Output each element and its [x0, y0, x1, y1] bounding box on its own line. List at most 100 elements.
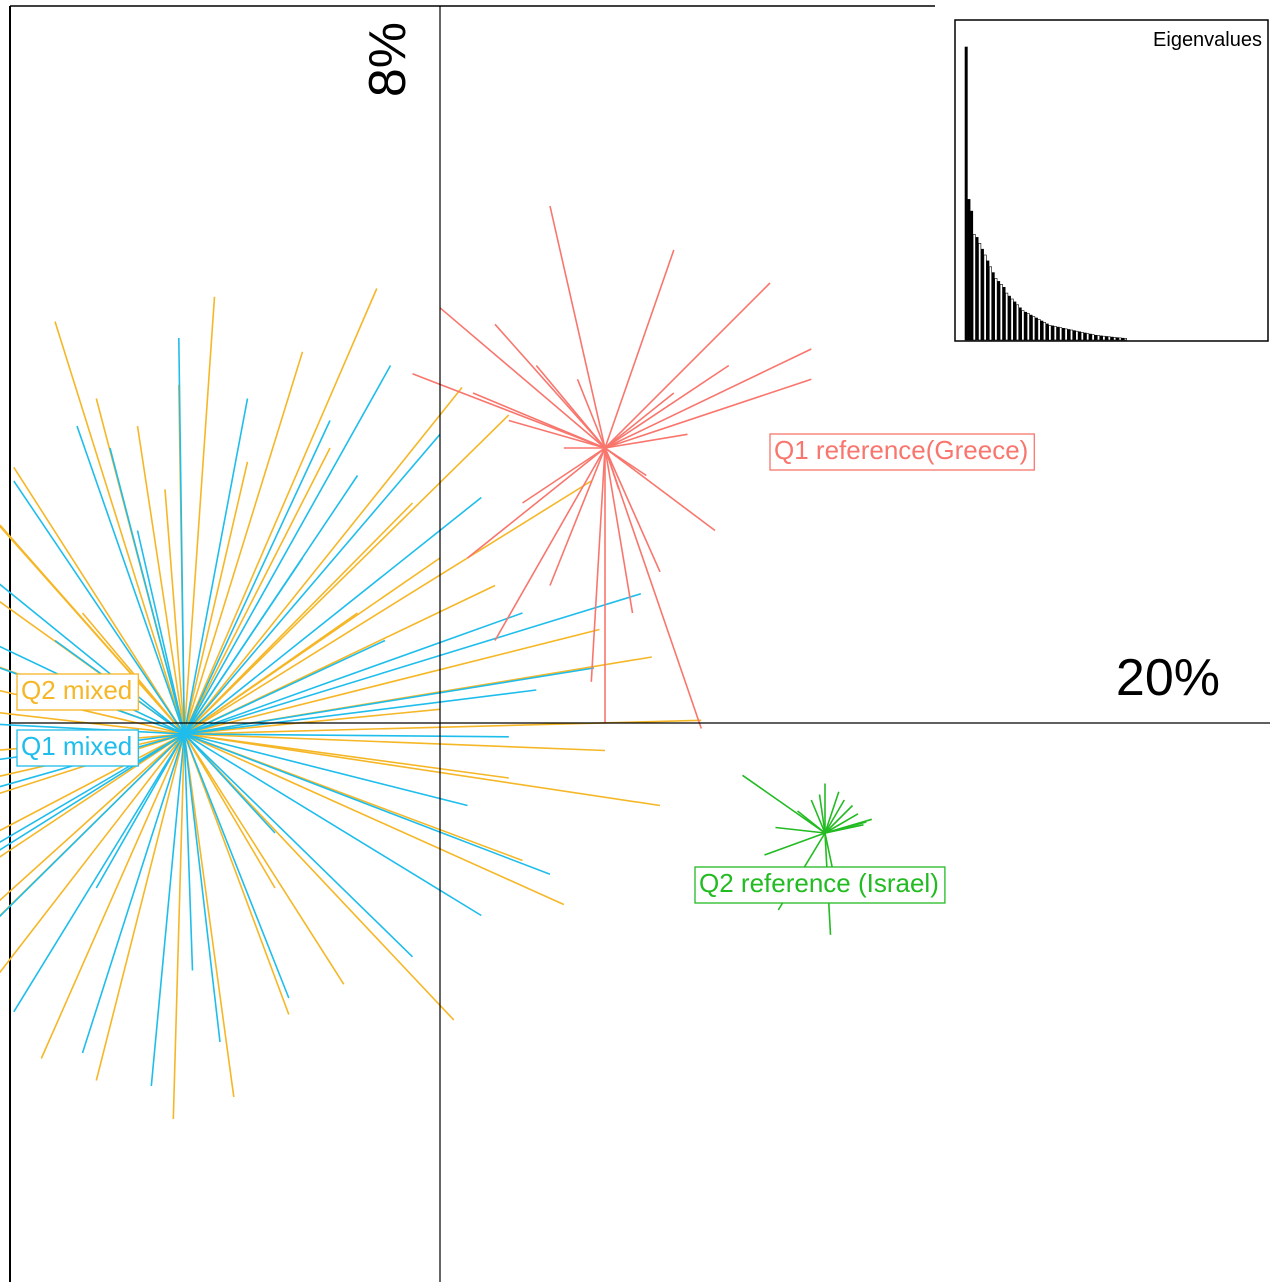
eigenvalue-bar: [964, 46, 968, 341]
group-label-text: Q1 reference(Greece): [774, 435, 1028, 465]
star-segment: [0, 524, 185, 735]
star-segment: [184, 612, 523, 735]
eigenvalue-bar: [1080, 332, 1084, 341]
star-segment: [0, 645, 185, 735]
star-segment: [0, 733, 185, 843]
eigenvalue-bar: [1107, 336, 1111, 341]
star-segment: [590, 447, 606, 682]
star-segment: [40, 733, 186, 1059]
star-segment: [183, 398, 249, 735]
eigenvalue-bar: [1048, 325, 1052, 341]
group-label-text: Q2 mixed: [21, 675, 132, 705]
eigenvalue-bar: [1094, 334, 1098, 341]
star-segment: [183, 351, 304, 735]
star-segment: [604, 447, 703, 729]
eigenvalue-bar: [970, 210, 974, 341]
group-labels: Q2 mixed Q1 mixed Q1 reference(Greece) Q2 r…: [16, 433, 1035, 904]
star-segment: [494, 447, 606, 641]
star-segment: [810, 799, 826, 834]
eigenvalue-bar: [1015, 304, 1019, 341]
star-segment: [183, 733, 455, 1021]
eigenvalue-bar: [1064, 328, 1068, 341]
eigenvalue-bar: [1075, 330, 1079, 341]
star-segment: [818, 794, 826, 834]
star-segment: [183, 365, 392, 735]
eigenvalue-bar: [1070, 329, 1074, 341]
star-segment: [604, 282, 771, 449]
star-segment: [183, 612, 358, 735]
star-segment: [183, 733, 290, 1015]
eigenvalue-bar: [999, 283, 1003, 341]
eigenvalue-bar: [986, 260, 990, 341]
eigenvalue-bar: [997, 281, 1001, 341]
star-segment: [412, 373, 606, 449]
star-segment: [604, 447, 647, 477]
star-segment: [535, 364, 606, 449]
star-segment: [54, 321, 186, 735]
eigenvalue-bar: [1086, 333, 1090, 341]
eigenvalue-bar: [1053, 326, 1057, 341]
eigenvalue-bar: [988, 266, 992, 341]
eigenvalue-bar: [1013, 301, 1017, 341]
eigenvalue-bar: [1078, 331, 1082, 341]
group-label-box: [16, 729, 139, 767]
inset-frame: [954, 19, 1269, 342]
eigenvalue-bar: [1026, 313, 1030, 341]
star-segment: [0, 723, 185, 735]
eigenvalue-bar: [1024, 311, 1028, 341]
star-segment: [183, 733, 565, 906]
group-label-box: [769, 433, 1035, 471]
eigenvalue-bar: [1059, 327, 1063, 341]
star-segment: [183, 420, 331, 735]
eigenvalue-bar: [1115, 337, 1119, 341]
star-segment: [604, 348, 812, 449]
star-segment: [824, 804, 854, 834]
star-segment: [183, 733, 194, 971]
star-segment: [183, 733, 235, 1098]
star-segment: [183, 386, 463, 735]
star-segment: [184, 593, 642, 735]
eigenvalue-bar: [967, 199, 971, 341]
eigenvalue-bar: [1043, 322, 1047, 341]
star-segment: [604, 378, 812, 449]
star-segment: [472, 392, 606, 449]
star-segment: [13, 480, 185, 735]
star-segment: [184, 733, 551, 876]
star-segment: [76, 425, 186, 735]
star-segment: [0, 583, 185, 735]
eigenvalue-bar: [1021, 310, 1025, 341]
star-segment: [604, 447, 716, 532]
star-segment: [95, 733, 185, 889]
eigenvalue-bar: [1088, 333, 1092, 341]
star-segment: [604, 249, 675, 449]
star-segment: [184, 708, 441, 735]
star-segment: [183, 480, 592, 735]
star-segment: [184, 628, 600, 735]
star-segment: [0, 712, 185, 735]
star-segment: [183, 733, 482, 917]
star-segment: [824, 813, 859, 834]
eigenvalue-bar: [1029, 314, 1033, 341]
star-segment: [522, 447, 606, 504]
star-segment: [797, 810, 826, 834]
star-segment: [494, 323, 606, 449]
star-segment: [604, 392, 675, 449]
eigenvalue-bar: [1091, 334, 1095, 341]
star-segment: [183, 414, 510, 735]
eigenvalue-bar: [1037, 319, 1041, 341]
star-segment: [183, 557, 304, 735]
star-segment: [467, 447, 606, 559]
eigenvalue-bar: [1007, 295, 1011, 341]
eigenvalue-bar: [975, 237, 979, 341]
star-segment: [604, 433, 688, 449]
eigenvalue-bar: [1045, 323, 1049, 341]
star-segment: [183, 733, 276, 834]
star-q1-mixed: [0, 337, 642, 1087]
eigenvalue-bar: [1005, 292, 1009, 341]
star-segment: [183, 496, 482, 735]
star-segment: [0, 733, 185, 918]
group-label-text: Q2 reference (Israel): [699, 868, 939, 898]
eigenvalue-bar: [1010, 298, 1014, 341]
star-segment: [150, 733, 186, 1087]
star-segment: [742, 774, 826, 834]
